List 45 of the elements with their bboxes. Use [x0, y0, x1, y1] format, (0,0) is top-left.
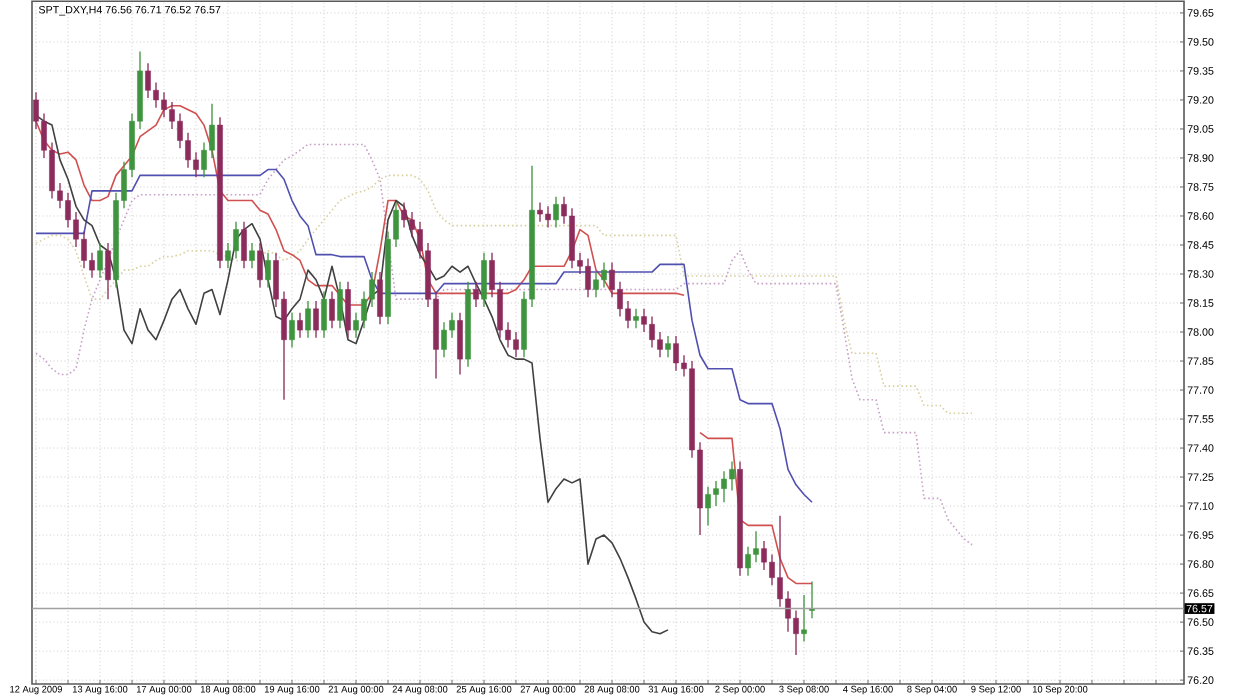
candlestick	[593, 271, 599, 298]
candlestick	[673, 335, 679, 372]
candlestick	[585, 257, 591, 298]
candlestick	[721, 470, 727, 503]
candlestick	[553, 195, 559, 229]
candlestick	[481, 252, 487, 308]
candlestick	[161, 91, 167, 119]
candlestick	[545, 205, 551, 229]
candlestick	[249, 242, 255, 269]
candlestick	[233, 221, 239, 260]
candlestick	[473, 281, 479, 308]
candlestick	[457, 312, 463, 376]
candlestick	[321, 290, 327, 339]
candlestick	[665, 335, 671, 358]
candlestick	[801, 594, 807, 643]
candlestick	[641, 308, 647, 333]
candlestick	[657, 331, 663, 358]
candlestick	[313, 300, 319, 339]
candlestick	[649, 315, 655, 349]
candlestick	[713, 480, 719, 507]
candlestick	[289, 312, 295, 349]
candlestick	[441, 321, 447, 358]
candlestick	[761, 540, 767, 571]
candlestick	[377, 271, 383, 325]
candlestick	[401, 201, 407, 229]
candlestick	[753, 530, 759, 563]
candlestick	[537, 201, 543, 223]
candlestick	[97, 242, 103, 279]
candlestick	[513, 331, 519, 358]
candlestick	[329, 290, 335, 329]
candlestick	[569, 207, 575, 269]
candlestick	[305, 300, 311, 339]
candlestick	[297, 312, 303, 339]
candlestick	[705, 486, 711, 527]
candlestick	[337, 281, 343, 329]
candlestick	[633, 308, 639, 329]
candlestick	[105, 242, 111, 300]
candlestick	[745, 546, 751, 577]
candlestick	[345, 281, 351, 339]
candlestick	[729, 460, 735, 492]
candlestick	[265, 252, 271, 289]
candlestick	[601, 261, 607, 289]
candlestick	[257, 242, 263, 289]
candlestick	[145, 62, 151, 99]
candlestick	[241, 221, 247, 269]
